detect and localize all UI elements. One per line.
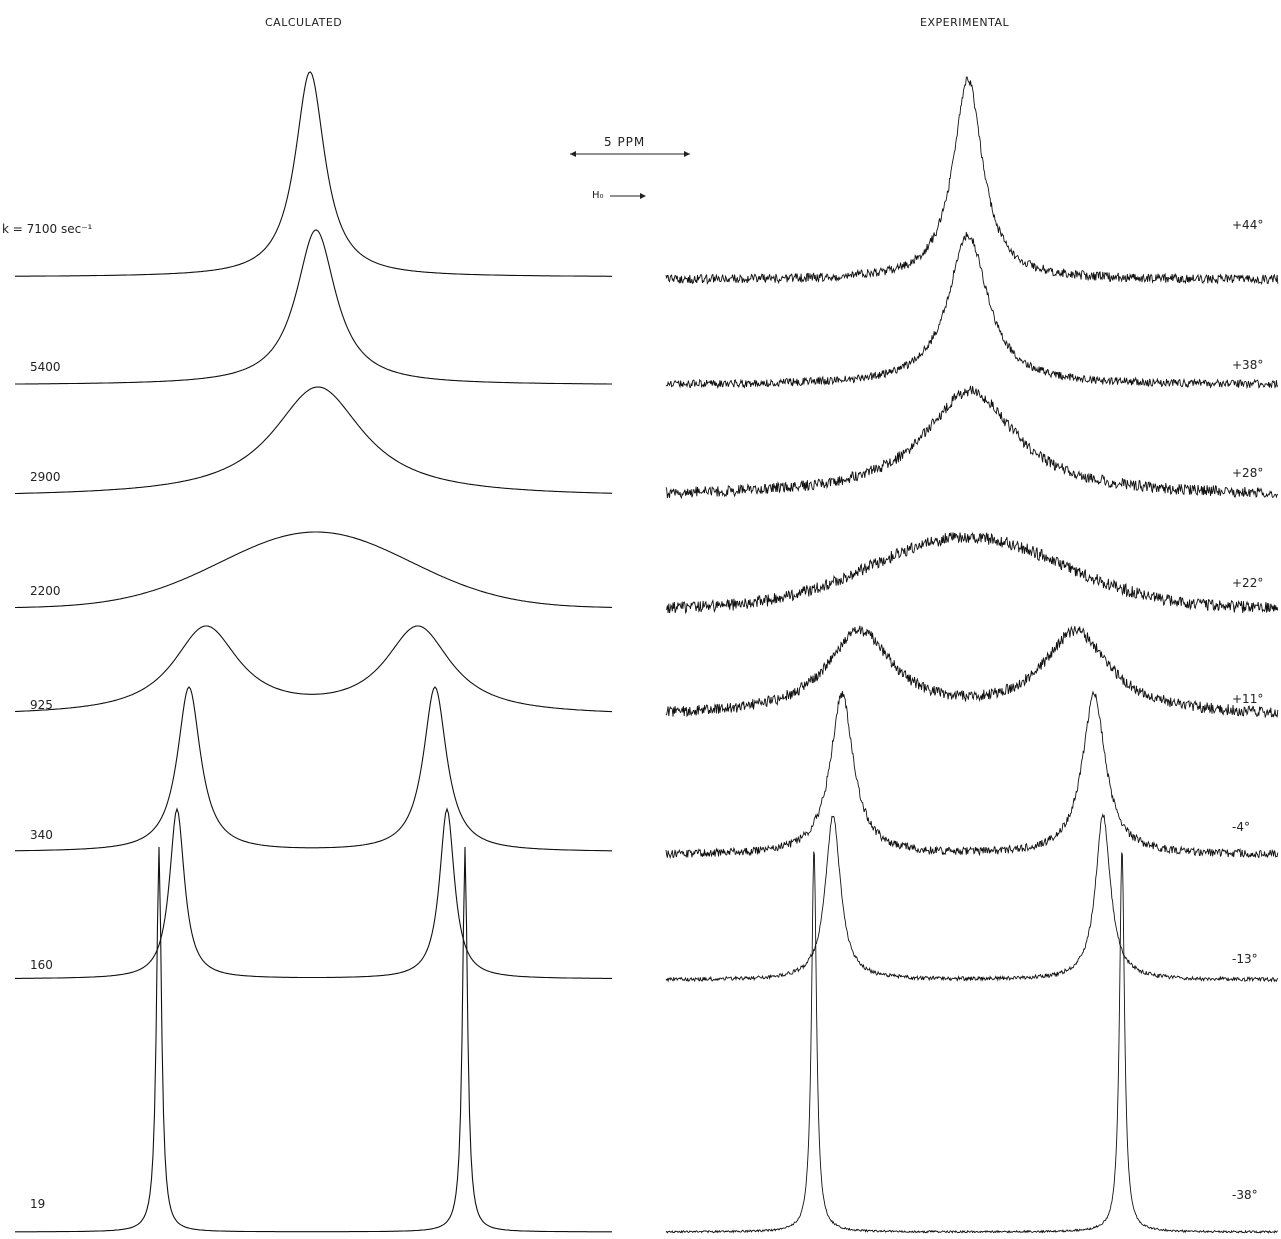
temperature-label: +44° (1232, 218, 1263, 232)
calculated-spectrum-925 (15, 626, 612, 712)
temperature-label: -13° (1232, 952, 1258, 966)
field-arrow (610, 193, 646, 199)
calculated-rate-label: 2900 (30, 470, 61, 484)
calculated-spectrum-2200 (15, 532, 612, 608)
experimental-header: EXPERIMENTAL (920, 16, 1009, 29)
field-label: H₀ (592, 190, 604, 201)
scale-bar (570, 151, 690, 157)
calculated-rate-label: 5400 (30, 360, 61, 374)
calculated-spectrum-2900 (15, 387, 612, 494)
calculated-rate-label: 19 (30, 1197, 45, 1211)
calculated-header: CALCULATED (265, 16, 342, 29)
scale-label: 5 PPM (604, 135, 645, 149)
experimental-spectrum-m13 (666, 815, 1278, 982)
experimental-spectrum-p44 (666, 77, 1278, 284)
calculated-rate-label: k = 7100 sec⁻¹ (2, 222, 92, 236)
experimental-spectrum-m4 (666, 691, 1278, 858)
experimental-spectrum-m38 (666, 852, 1278, 1233)
experimental-spectra (666, 77, 1278, 1233)
temperature-label: +38° (1232, 358, 1263, 372)
calculated-spectrum-7100 (15, 72, 612, 276)
calculated-rate-label: 925 (30, 698, 53, 712)
calculated-spectrum-340 (15, 687, 612, 851)
temperature-label: +28° (1232, 466, 1263, 480)
calculated-spectrum-5400 (15, 230, 612, 384)
calculated-rate-label: 340 (30, 828, 53, 842)
temperature-label: +11° (1232, 692, 1263, 706)
calculated-spectrum-160 (15, 809, 612, 978)
calculated-rate-label: 160 (30, 958, 53, 972)
experimental-spectrum-p28 (666, 386, 1278, 498)
calculated-spectrum-19 (15, 847, 612, 1232)
experimental-spectrum-p38 (666, 232, 1278, 388)
calculated-rate-label: 2200 (30, 584, 61, 598)
experimental-spectrum-p11 (666, 626, 1278, 718)
temperature-label: -4° (1232, 820, 1250, 834)
temperature-label: -38° (1232, 1188, 1258, 1202)
experimental-spectrum-p22 (666, 532, 1278, 613)
calculated-spectra (15, 72, 612, 1232)
temperature-label: +22° (1232, 576, 1263, 590)
